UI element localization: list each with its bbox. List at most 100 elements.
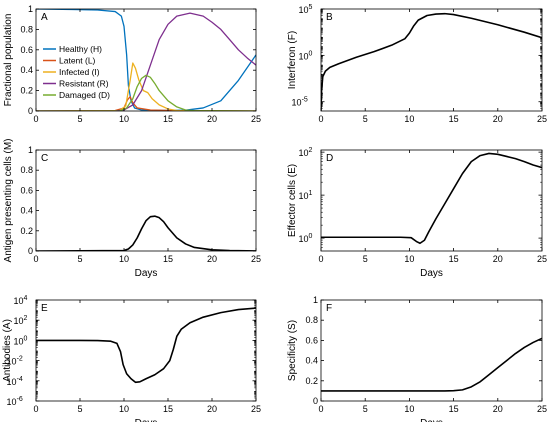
y-tick-label: 101 bbox=[298, 190, 312, 201]
y-tick-label: 0.2 bbox=[305, 376, 318, 386]
x-tick-label: 5 bbox=[363, 254, 368, 264]
y-tick-base: 10 bbox=[13, 296, 23, 306]
x-tick-label: 0 bbox=[318, 404, 323, 414]
x-tick-label: 10 bbox=[404, 404, 414, 414]
y-tick-label: 0.8 bbox=[305, 315, 318, 325]
y-tick-base: 10 bbox=[298, 51, 308, 61]
legend-entry: Healthy (H) bbox=[59, 44, 102, 54]
x-tick-label: 0 bbox=[318, 114, 323, 124]
y-tick-label: 1 bbox=[28, 4, 33, 14]
series-line-f bbox=[321, 337, 542, 392]
y-tick-label: 0 bbox=[28, 106, 33, 116]
x-tick-label: 5 bbox=[77, 114, 82, 124]
panel-letter: A bbox=[41, 12, 48, 23]
y-axis-label: Specificity (S) bbox=[287, 320, 298, 381]
legend-entry: Infected (I) bbox=[59, 67, 100, 77]
y-axis-label: Effector cells (E) bbox=[287, 164, 298, 237]
y-tick-exponent: -6 bbox=[17, 396, 23, 403]
y-tick-label: 0.4 bbox=[305, 356, 318, 366]
axes-box bbox=[320, 299, 543, 402]
y-tick-label: 0.8 bbox=[20, 165, 33, 175]
x-axis-label: Days bbox=[135, 268, 158, 279]
y-tick-exponent: 0 bbox=[308, 50, 312, 57]
y-tick-label: 0.4 bbox=[20, 65, 33, 75]
y-tick-label: 0 bbox=[28, 246, 33, 256]
y-tick-exponent: 2 bbox=[308, 147, 312, 154]
y-tick-exponent: 2 bbox=[23, 315, 27, 322]
legend-entry: Latent (L) bbox=[59, 56, 96, 66]
y-tick-label: 1 bbox=[28, 145, 33, 155]
panel-letter: B bbox=[326, 12, 333, 23]
series-line-damaged bbox=[36, 74, 256, 111]
y-tick-base: 10 bbox=[298, 148, 308, 158]
y-axis-label: Antigen presenting cells (M) bbox=[3, 139, 14, 263]
y-tick-exponent: -2 bbox=[17, 356, 23, 363]
x-tick-label: 25 bbox=[537, 404, 547, 414]
y-tick-base: 10 bbox=[298, 234, 308, 244]
x-tick-label: 20 bbox=[493, 114, 503, 124]
x-tick-label: 20 bbox=[207, 114, 217, 124]
x-tick-label: 20 bbox=[493, 404, 503, 414]
x-tick-label: 0 bbox=[318, 254, 323, 264]
x-tick-label: 10 bbox=[119, 114, 129, 124]
series-line-b bbox=[321, 12, 542, 111]
x-tick-label: 0 bbox=[33, 404, 38, 414]
y-tick-exponent: 4 bbox=[23, 295, 27, 302]
panel-letter: F bbox=[326, 303, 332, 314]
y-tick-exponent: 0 bbox=[23, 335, 27, 342]
x-tick-label: 25 bbox=[537, 254, 547, 264]
y-tick-base: 10 bbox=[292, 98, 302, 108]
panel-letter: E bbox=[41, 303, 48, 314]
legend-entry: Resistant (R) bbox=[59, 79, 109, 89]
y-tick-exponent: 0 bbox=[308, 233, 312, 240]
x-tick-label: 25 bbox=[251, 404, 261, 414]
y-tick-label: 102 bbox=[13, 315, 27, 326]
axes-box bbox=[35, 149, 257, 252]
panel-c: 0 5 10 15 20 25 0 0.2 0.4 0.6 0.8 1C Days Antigen pre… bbox=[3, 139, 261, 279]
x-tick-label: 20 bbox=[207, 254, 217, 264]
panel-letter: C bbox=[41, 153, 48, 164]
x-tick-label: 15 bbox=[163, 404, 173, 414]
y-tick-label: 10-5 bbox=[292, 97, 308, 108]
y-axis-label: Fractional population bbox=[3, 14, 14, 107]
y-tick-label: 104 bbox=[13, 295, 27, 306]
x-axis-label: Days bbox=[420, 268, 443, 279]
series-line-d bbox=[321, 152, 542, 245]
panel-f: 0 5 10 15 20 25 0 0.2 0.4 0.6 0.8 1F Days Specificity… bbox=[287, 295, 547, 422]
x-tick-label: 15 bbox=[163, 254, 173, 264]
x-tick-label: 10 bbox=[404, 114, 414, 124]
y-tick-exponent: -4 bbox=[17, 376, 23, 383]
y-tick-base: 10 bbox=[13, 316, 23, 326]
x-tick-label: 0 bbox=[33, 254, 38, 264]
axes-box bbox=[35, 8, 257, 112]
y-axis-label: Interferon (F) bbox=[287, 31, 298, 89]
y-tick-base: 10 bbox=[7, 377, 17, 387]
legend: Healthy (H) Latent (L)Infected (I) Resista… bbox=[40, 42, 115, 104]
y-tick-label: 102 bbox=[298, 147, 312, 158]
y-tick-base: 10 bbox=[298, 191, 308, 201]
series-line-infected bbox=[36, 62, 256, 111]
x-tick-label: 5 bbox=[363, 114, 368, 124]
x-tick-label: 15 bbox=[449, 404, 459, 414]
x-tick-label: 10 bbox=[119, 254, 129, 264]
x-tick-label: 5 bbox=[77, 254, 82, 264]
y-tick-exponent: 1 bbox=[308, 190, 312, 197]
y-tick-label: 0.6 bbox=[305, 335, 318, 345]
y-tick-label: 10-6 bbox=[7, 396, 23, 407]
y-tick-base: 10 bbox=[7, 357, 17, 367]
panel-letter: D bbox=[326, 153, 333, 164]
x-tick-label: 5 bbox=[363, 404, 368, 414]
x-tick-label: 25 bbox=[251, 114, 261, 124]
y-tick-label: 0.8 bbox=[20, 24, 33, 34]
y-tick-label: 100 bbox=[13, 335, 27, 346]
x-axis-label: Days bbox=[135, 418, 158, 422]
y-tick-label: 100 bbox=[298, 50, 312, 61]
y-tick-label: 0.6 bbox=[20, 45, 33, 55]
axes-box bbox=[320, 8, 543, 112]
y-tick-label: 0.4 bbox=[20, 206, 33, 216]
x-tick-label: 25 bbox=[251, 254, 261, 264]
x-axis-label: Days bbox=[420, 418, 443, 422]
x-tick-label: 20 bbox=[207, 404, 217, 414]
